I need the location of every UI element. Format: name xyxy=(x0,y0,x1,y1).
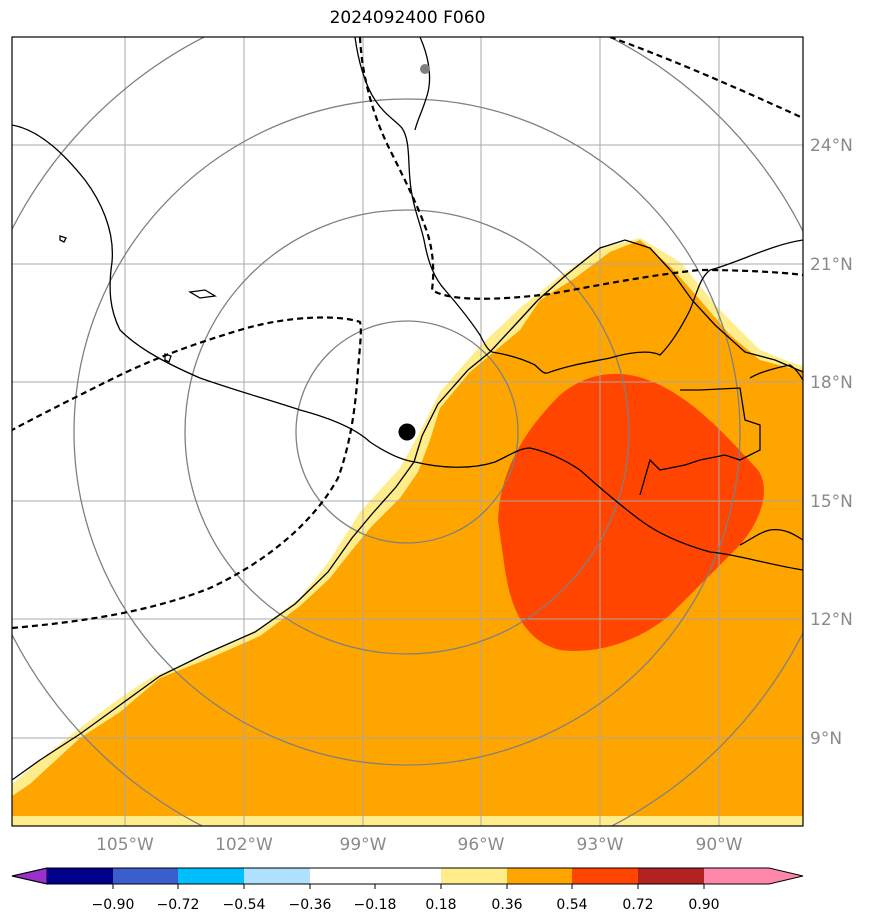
colorbar: −0.90 −0.72 −0.54 −0.36 −0.18 0.18 0.36 … xyxy=(11,867,804,913)
latitude-labels: 24°N 21°N 18°N 15°N 12°N 9°N xyxy=(810,136,853,749)
colorbar-ticks xyxy=(112,884,705,889)
colorbar-tick-label: −0.36 xyxy=(289,897,332,913)
lat-label: 9°N xyxy=(810,729,842,749)
colorbar-tick-label: 0.90 xyxy=(688,897,719,913)
lon-label: 93°W xyxy=(577,835,624,855)
colorbar-min-extend xyxy=(11,867,48,885)
colorbar-tick-label: −0.72 xyxy=(157,897,200,913)
colorbar-segment xyxy=(572,868,638,884)
colorbar-tick-label: 0.72 xyxy=(622,897,653,913)
lon-label: 99°W xyxy=(340,835,387,855)
colorbar-segment xyxy=(310,868,375,884)
map-title: 2024092400 F060 xyxy=(329,8,486,28)
colorbar-segment xyxy=(47,868,113,884)
colorbar-tick-label: 0.36 xyxy=(491,897,522,913)
map-frame xyxy=(11,36,804,827)
colorbar-segment xyxy=(178,868,244,884)
secondary-position-marker xyxy=(420,64,430,74)
colorbar-segment xyxy=(507,868,572,884)
lat-label: 24°N xyxy=(810,136,853,156)
colorbar-tick-label: 0.18 xyxy=(425,897,456,913)
range-rings xyxy=(12,37,803,826)
longitude-labels: 105°W 102°W 99°W 96°W 93°W 90°W xyxy=(96,835,743,855)
colorbar-tick-label: −0.90 xyxy=(92,897,135,913)
colorbar-tick-label: −0.54 xyxy=(223,897,266,913)
colorbar-segment xyxy=(638,868,704,884)
colorbar-outline xyxy=(11,867,804,885)
lon-label: 90°W xyxy=(696,835,743,855)
colorbar-max-extend xyxy=(704,868,803,884)
lat-label: 18°N xyxy=(810,373,853,393)
colorbar-tick-label: 0.54 xyxy=(556,897,587,913)
colorbar-segment xyxy=(441,868,507,884)
lon-gridlines xyxy=(124,37,720,826)
colorbar-segment xyxy=(113,868,178,884)
lat-label: 12°N xyxy=(810,610,853,630)
lat-label: 15°N xyxy=(810,492,853,512)
colorbar-tick-label: −0.18 xyxy=(354,897,397,913)
lon-label: 102°W xyxy=(215,835,273,855)
lon-label: 96°W xyxy=(458,835,505,855)
colorbar-segment xyxy=(244,868,310,884)
lon-label: 105°W xyxy=(96,835,154,855)
storm-center-marker xyxy=(398,423,416,441)
colorbar-segment xyxy=(375,868,441,884)
lat-label: 21°N xyxy=(810,255,853,275)
coastlines xyxy=(12,37,803,781)
dashed-contours xyxy=(12,37,803,630)
map-area xyxy=(12,37,803,826)
